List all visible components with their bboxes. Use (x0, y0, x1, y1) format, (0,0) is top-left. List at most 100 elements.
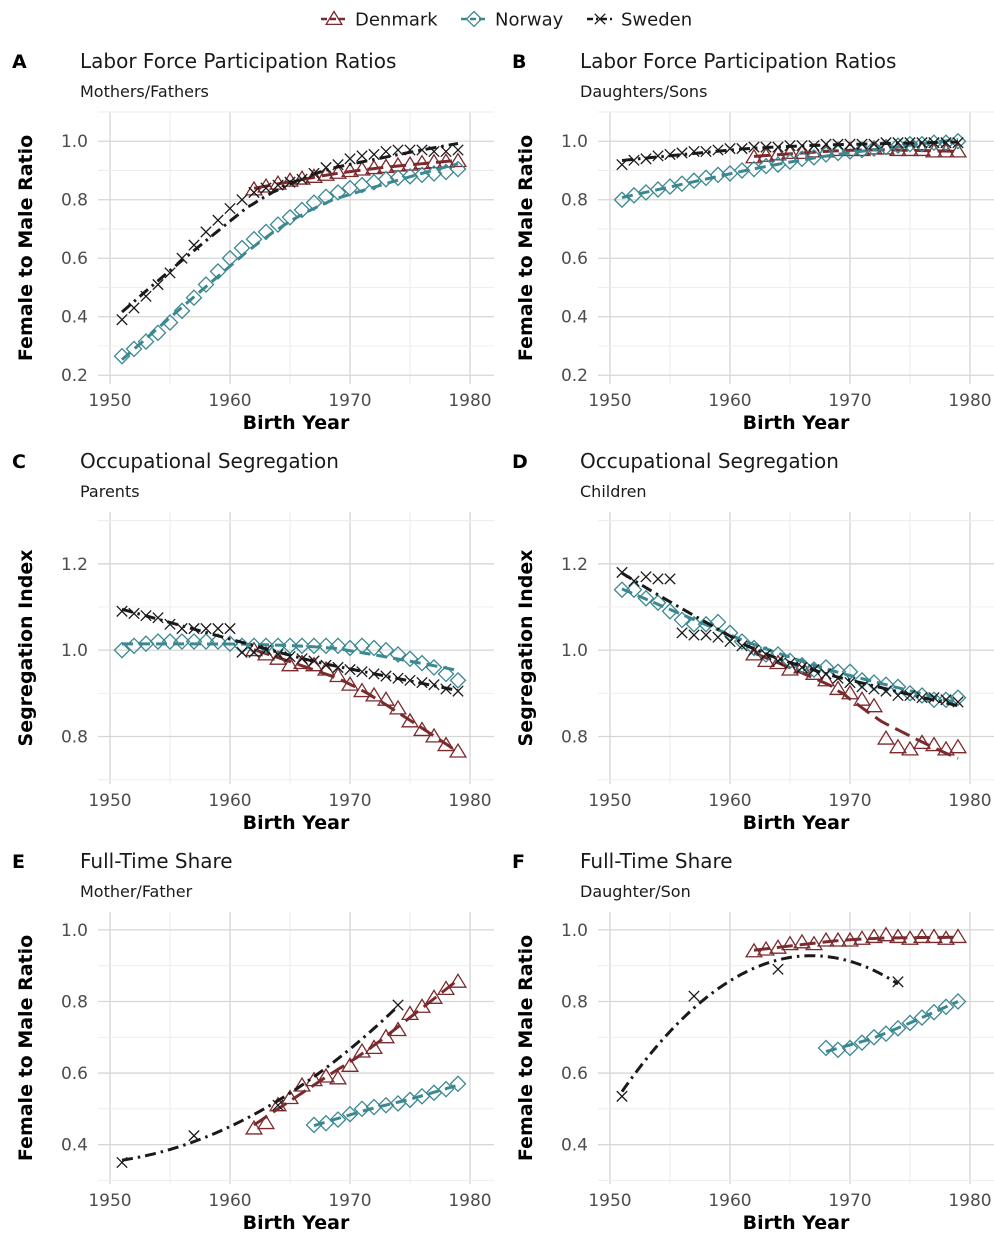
panel-subtitle: Mother/Father (80, 882, 193, 901)
series-denmark (746, 928, 966, 957)
data-point-sweden (237, 647, 247, 657)
data-point-sweden (617, 159, 627, 169)
panel-title: Occupational Segregation (580, 449, 839, 473)
panel-letter: C (12, 451, 26, 473)
data-point-sweden (617, 567, 627, 577)
data-point-sweden (201, 227, 211, 237)
trend-line-sweden (122, 1006, 398, 1160)
x-axis-title: Birth Year (743, 812, 850, 834)
data-point-sweden (869, 684, 879, 694)
x-tick-label: 1950 (88, 1191, 131, 1211)
y-tick-label: 0.6 (61, 1064, 88, 1084)
x-tick-label: 1960 (208, 391, 251, 411)
data-point-sweden (689, 146, 699, 156)
panel-subtitle: Daughter/Son (580, 882, 691, 901)
grid (598, 112, 994, 384)
y-tick-label: 0.2 (561, 366, 588, 386)
x-tick-label: 1950 (588, 791, 631, 811)
y-tick-label: 1.0 (561, 641, 588, 661)
x-tick-label: 1950 (588, 1191, 631, 1211)
panels: A Labor Force Participation Ratios Mothers… (12, 49, 994, 1234)
legend: Denmark Norway Sweden (321, 10, 692, 31)
data-point-sweden (653, 574, 663, 584)
x-tick-label: 1960 (708, 1191, 751, 1211)
series-sweden (617, 956, 903, 1102)
data-point-norway (819, 1041, 834, 1056)
y-tick-label: 1.0 (61, 921, 88, 941)
panel-letter: A (12, 51, 27, 73)
series-denmark (246, 643, 466, 757)
grid (98, 912, 494, 1184)
data-point-sweden (381, 146, 391, 156)
x-tick-label: 1960 (208, 1191, 251, 1211)
data-point-norway (355, 638, 370, 653)
y-tick-label: 0.4 (61, 1136, 88, 1156)
panel-letter: F (512, 851, 525, 873)
y-axis-title: Segregation Index (15, 550, 37, 747)
y-axis-title: Segregation Index (515, 550, 537, 747)
y-tick-label: 0.8 (561, 191, 588, 211)
series-norway (819, 994, 966, 1057)
panel-f: F Full-Time Share Daughter/Son 1950 1960 1970… (512, 849, 994, 1234)
x-tick-label: 1980 (448, 791, 491, 811)
x-tick-label: 1980 (948, 1191, 991, 1211)
panel-title: Full-Time Share (80, 849, 233, 873)
legend-entry-sweden: Sweden (587, 10, 692, 31)
data-point-sweden (393, 145, 403, 155)
grid (598, 912, 994, 1184)
y-tick-label: 0.8 (561, 728, 588, 748)
data-point-sweden (117, 314, 127, 324)
panel-d: D Occupational SegregationChildren1950 196… (512, 449, 994, 834)
panel-title: Occupational Segregation (80, 449, 339, 473)
panel-title: Labor Force Participation Ratios (580, 49, 896, 73)
x-tick-label: 1960 (708, 391, 751, 411)
x-axis-title: Birth Year (243, 1212, 350, 1234)
y-tick-label: 0.4 (61, 308, 88, 328)
y-tick-label: 0.8 (61, 992, 88, 1012)
legend-label-denmark: Denmark (355, 10, 438, 31)
panel-a: A Labor Force Participation Ratios Mothers… (12, 49, 494, 434)
x-tick-label: 1950 (88, 391, 131, 411)
data-point-sweden (773, 142, 783, 152)
legend-label-norway: Norway (495, 10, 564, 31)
data-point-sweden (213, 215, 223, 225)
y-tick-label: 1.0 (561, 132, 588, 152)
data-point-sweden (189, 1130, 199, 1140)
data-point-norway (367, 1100, 382, 1115)
x-tick-label: 1980 (448, 1191, 491, 1211)
y-tick-label: 0.2 (61, 366, 88, 386)
x-tick-label: 1970 (828, 791, 871, 811)
series-denmark (746, 647, 966, 758)
series-norway (307, 1076, 466, 1132)
data-point-sweden (417, 677, 427, 687)
data-point-sweden (797, 140, 807, 150)
y-tick-label: 1.0 (61, 641, 88, 661)
data-point-sweden (177, 623, 187, 633)
panel-subtitle: Mothers/Fathers (80, 82, 209, 101)
x-axis-title: Birth Year (243, 412, 350, 434)
legend-label-sweden: Sweden (621, 10, 692, 31)
data-point-sweden (893, 690, 903, 700)
x-tick-label: 1960 (208, 791, 251, 811)
panel-subtitle: Daughters/Sons (580, 82, 707, 101)
data-point-sweden (129, 303, 139, 313)
x-tick-label: 1960 (708, 791, 751, 811)
panel-subtitle: Children (580, 482, 647, 501)
panel-title: Full-Time Share (580, 849, 733, 873)
data-point-norway (235, 241, 250, 256)
data-point-sweden (677, 628, 687, 638)
legend-entry-norway: Norway (461, 10, 564, 31)
data-point-sweden (333, 662, 343, 672)
trend-line-sweden (622, 956, 898, 1092)
y-tick-label: 0.4 (561, 1136, 588, 1156)
y-tick-label: 1.2 (61, 555, 88, 575)
panel-subtitle: Parents (80, 482, 140, 501)
y-tick-label: 1.0 (61, 132, 88, 152)
data-point-sweden (797, 662, 807, 672)
y-tick-label: 0.8 (61, 191, 88, 211)
y-axis-title: Female to Male Ratio (15, 935, 37, 1161)
panel-letter: B (512, 51, 526, 73)
x-axis-title: Birth Year (243, 812, 350, 834)
panel-title: Labor Force Participation Ratios (80, 49, 396, 73)
